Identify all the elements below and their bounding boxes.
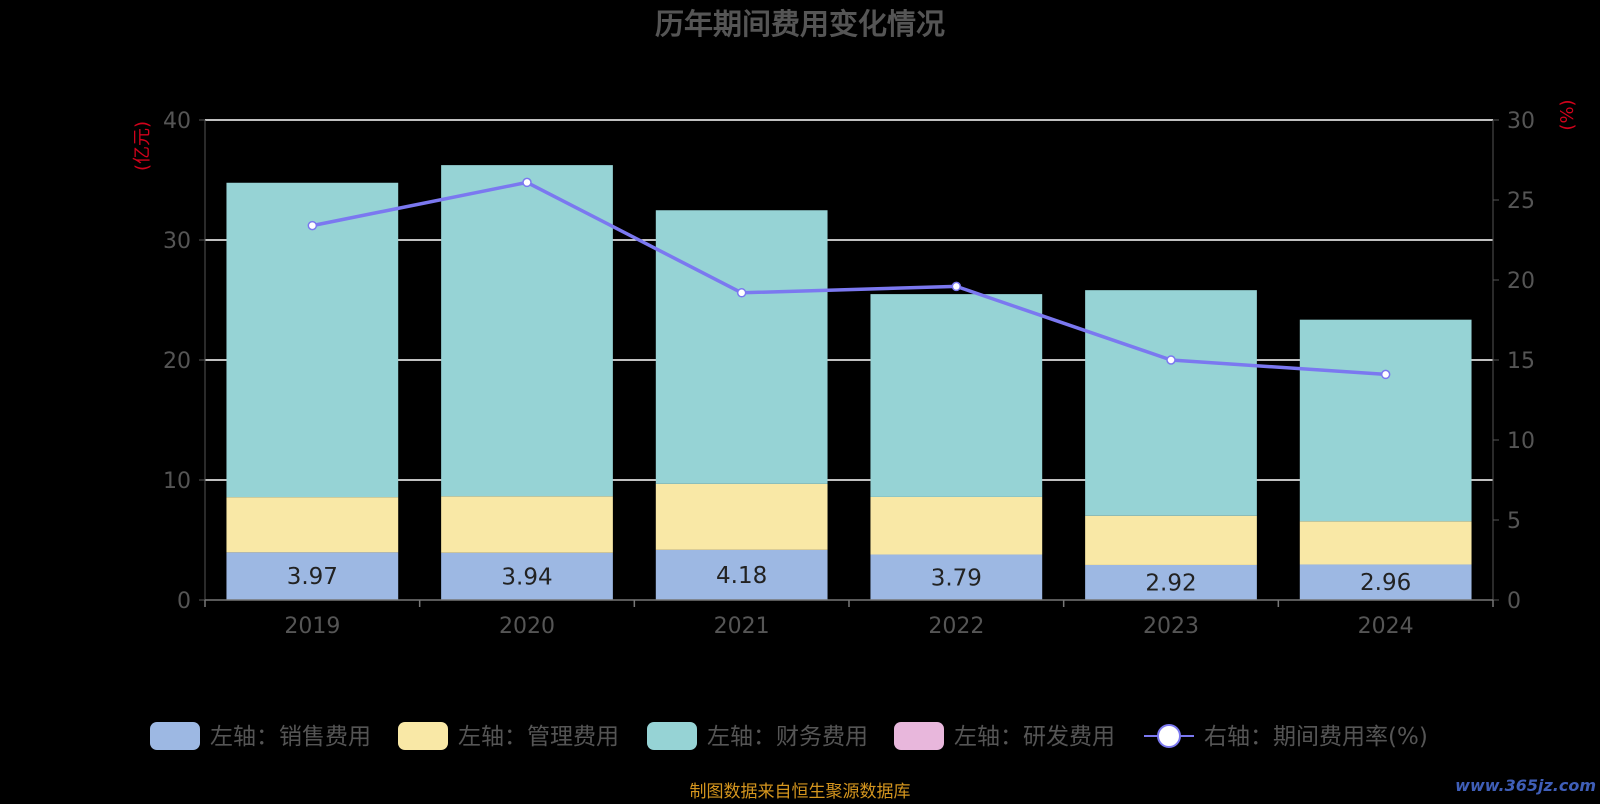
x-axis-tick-label: 2023: [1143, 614, 1199, 639]
right-axis-tick-label: 10: [1507, 429, 1535, 454]
data-source-note: 制图数据来自恒生聚源数据库: [690, 782, 911, 800]
bar-data-label: 4.18: [716, 563, 767, 589]
bar-series: 3.97 3.94 4.18 3.79 2.92 2.96: [226, 165, 1472, 600]
bar-segment: [655, 549, 828, 600]
right-axis-tick-label: 30: [1507, 109, 1535, 134]
bar-segment: [870, 496, 1043, 555]
bar-segment: [441, 496, 613, 553]
bar-segment: [226, 182, 399, 498]
bar-segment: [1085, 515, 1257, 565]
left-axis-tick-label: 40: [163, 109, 191, 134]
left-axis-tick-label: 0: [177, 589, 191, 614]
watermark: www.365jz.com: [1455, 776, 1596, 795]
legend-swatch: [894, 722, 944, 750]
right-axis-unit: (%): [1557, 99, 1578, 130]
rate-point: [522, 177, 532, 188]
chart-title: 历年期间费用变化情况: [655, 7, 945, 41]
bar-segment: [1085, 290, 1257, 516]
bar-data-label: 2.96: [1360, 570, 1411, 596]
x-axis-tick-label: 2021: [714, 614, 770, 639]
bar-segment: [655, 210, 828, 484]
legend-label: 左轴：财务费用: [707, 724, 868, 750]
bar-segment: [1299, 521, 1472, 565]
bar-data-label: 3.79: [931, 565, 982, 591]
bar-segment: [1299, 564, 1472, 600]
left-axis-tick-label: 20: [163, 349, 191, 374]
right-axis-tick-label: 0: [1507, 589, 1521, 614]
bar-segment: [655, 483, 828, 550]
x-axis-tick-label: 2019: [284, 614, 340, 639]
x-axis-tick-label: 2020: [499, 614, 555, 639]
rate-line: [311, 180, 1386, 377]
rate-point: [736, 288, 747, 298]
bar-segment: [1299, 319, 1472, 522]
x-axis-tick-label: 2024: [1358, 614, 1414, 639]
line-series: [307, 177, 1391, 380]
right-axis-tick-label: 20: [1507, 269, 1535, 294]
legend-label: 左轴：研发费用: [954, 724, 1115, 750]
legend: 左轴：销售费用 左轴：管理费用 左轴：财务费用 左轴：研发费用 右轴：期间费用率(%): [150, 722, 1428, 750]
right-axis-tick-label: 15: [1507, 349, 1535, 374]
legend-label: 左轴：管理费用: [458, 724, 619, 750]
bar-segment: [226, 552, 399, 600]
bar-segment: [1085, 564, 1257, 600]
x-axis-tick-label: 2022: [928, 614, 984, 639]
legend-swatch: [150, 722, 200, 750]
bar-segment: [870, 294, 1043, 497]
legend-label: 右轴：期间费用率(%): [1204, 724, 1428, 750]
rate-point: [1166, 355, 1176, 365]
bar-data-label: 2.92: [1145, 570, 1196, 596]
bar-segment: [870, 554, 1043, 600]
left-axis-unit: (亿元): [132, 121, 153, 171]
legend-swatch: [398, 722, 448, 750]
bar-segment: [441, 165, 613, 497]
legend-swatch: [647, 722, 697, 750]
bar-data-label: 3.94: [501, 564, 552, 590]
left-axis-tick-label: 30: [163, 229, 191, 254]
legend-label: 左轴：销售费用: [210, 724, 371, 750]
bar-data-label: 3.97: [287, 564, 338, 590]
bar-segment: [441, 552, 613, 600]
grid-lines: [205, 119, 1493, 481]
rate-point: [1380, 369, 1391, 380]
legend-marker: [1157, 724, 1181, 748]
rate-point: [307, 220, 318, 231]
right-axis-tick-label: 5: [1507, 509, 1521, 534]
left-axis-tick-label: 10: [163, 469, 191, 494]
axes: 0 10 20 30 40 0 5 10 15 20 25 30 2019 2020 2021 2022 202…: [163, 109, 1535, 639]
bar-segment: [226, 497, 399, 553]
right-axis-tick-label: 25: [1507, 189, 1535, 214]
rate-point: [951, 281, 962, 292]
